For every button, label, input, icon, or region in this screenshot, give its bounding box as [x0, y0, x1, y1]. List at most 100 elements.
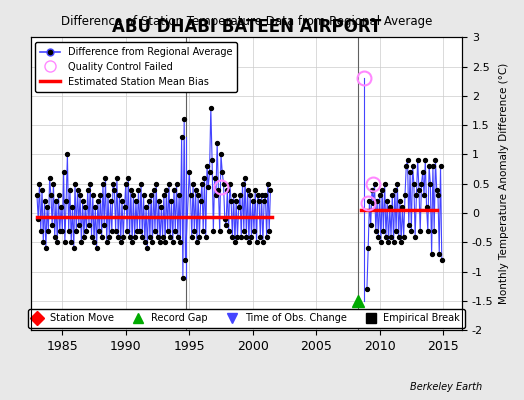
Point — [136, 228, 144, 234]
Point — [73, 186, 82, 193]
Point — [34, 216, 42, 222]
Point — [44, 228, 52, 234]
Point — [100, 222, 108, 228]
Point — [423, 228, 432, 234]
Point — [154, 233, 162, 240]
Point — [90, 239, 98, 246]
Point — [230, 192, 238, 199]
Point — [185, 169, 193, 175]
Point — [195, 233, 204, 240]
Point — [187, 192, 195, 199]
Point — [38, 186, 46, 193]
Point — [72, 228, 81, 234]
Point — [190, 228, 199, 234]
Point — [223, 186, 232, 193]
Point — [110, 186, 118, 193]
Point — [130, 233, 139, 240]
Point — [118, 198, 126, 204]
Point — [209, 228, 217, 234]
Point — [235, 204, 243, 210]
Point — [134, 186, 143, 193]
Point — [83, 186, 92, 193]
Point — [43, 204, 51, 210]
Point — [54, 192, 63, 199]
Point — [431, 157, 440, 164]
Point — [106, 198, 115, 204]
Point — [413, 157, 422, 164]
Point — [165, 180, 173, 187]
Point — [265, 228, 274, 234]
Point — [401, 192, 409, 199]
Point — [149, 186, 158, 193]
Point — [220, 180, 228, 187]
Point — [233, 233, 242, 240]
Point — [387, 233, 395, 240]
Point — [215, 228, 224, 234]
Point — [61, 239, 69, 246]
Point — [237, 233, 245, 240]
Point — [411, 233, 419, 240]
Point — [419, 169, 427, 175]
Point — [199, 228, 208, 234]
Point — [383, 198, 391, 204]
Point — [95, 228, 103, 234]
Point — [173, 233, 182, 240]
Point — [429, 163, 437, 169]
Point — [245, 239, 253, 246]
Point — [246, 192, 254, 199]
Point — [231, 239, 239, 246]
Point — [227, 198, 235, 204]
Point — [171, 228, 180, 234]
Point — [375, 192, 384, 199]
Point — [64, 228, 73, 234]
Point — [112, 228, 120, 234]
Point — [412, 192, 421, 199]
Point — [46, 175, 54, 181]
Point — [40, 198, 49, 204]
Point — [251, 186, 259, 193]
Point — [151, 228, 159, 234]
Point — [417, 180, 425, 187]
Point — [368, 186, 376, 193]
Point — [127, 186, 135, 193]
Point — [180, 116, 188, 122]
Point — [103, 239, 111, 246]
Point — [239, 228, 248, 234]
Point — [68, 204, 77, 210]
Point — [143, 245, 151, 252]
Point — [384, 239, 392, 246]
Point — [363, 286, 371, 292]
Point — [395, 233, 403, 240]
Point — [70, 245, 78, 252]
Point — [373, 198, 381, 204]
Point — [89, 192, 97, 199]
Point — [123, 228, 131, 234]
Point — [261, 192, 269, 199]
Point — [242, 233, 250, 240]
Point — [163, 228, 172, 234]
Point — [422, 204, 431, 210]
Point — [74, 222, 83, 228]
Point — [114, 233, 123, 240]
Point — [39, 239, 48, 246]
Title: ABU DHABI BATEEN AIRPORT: ABU DHABI BATEEN AIRPORT — [112, 18, 381, 36]
Point — [147, 192, 155, 199]
Point — [175, 192, 183, 199]
Legend: Station Move, Record Gap, Time of Obs. Change, Empirical Break: Station Move, Record Gap, Time of Obs. C… — [28, 309, 465, 328]
Point — [212, 192, 220, 199]
Point — [79, 198, 87, 204]
Point — [263, 233, 271, 240]
Point — [379, 228, 388, 234]
Point — [364, 245, 373, 252]
Point — [257, 192, 266, 199]
Point — [115, 192, 124, 199]
Point — [132, 198, 140, 204]
Point — [389, 239, 398, 246]
Point — [255, 198, 263, 204]
Point — [406, 169, 414, 175]
Point — [259, 239, 267, 246]
Point — [160, 192, 168, 199]
Point — [416, 228, 424, 234]
Point — [426, 180, 434, 187]
Point — [202, 233, 210, 240]
